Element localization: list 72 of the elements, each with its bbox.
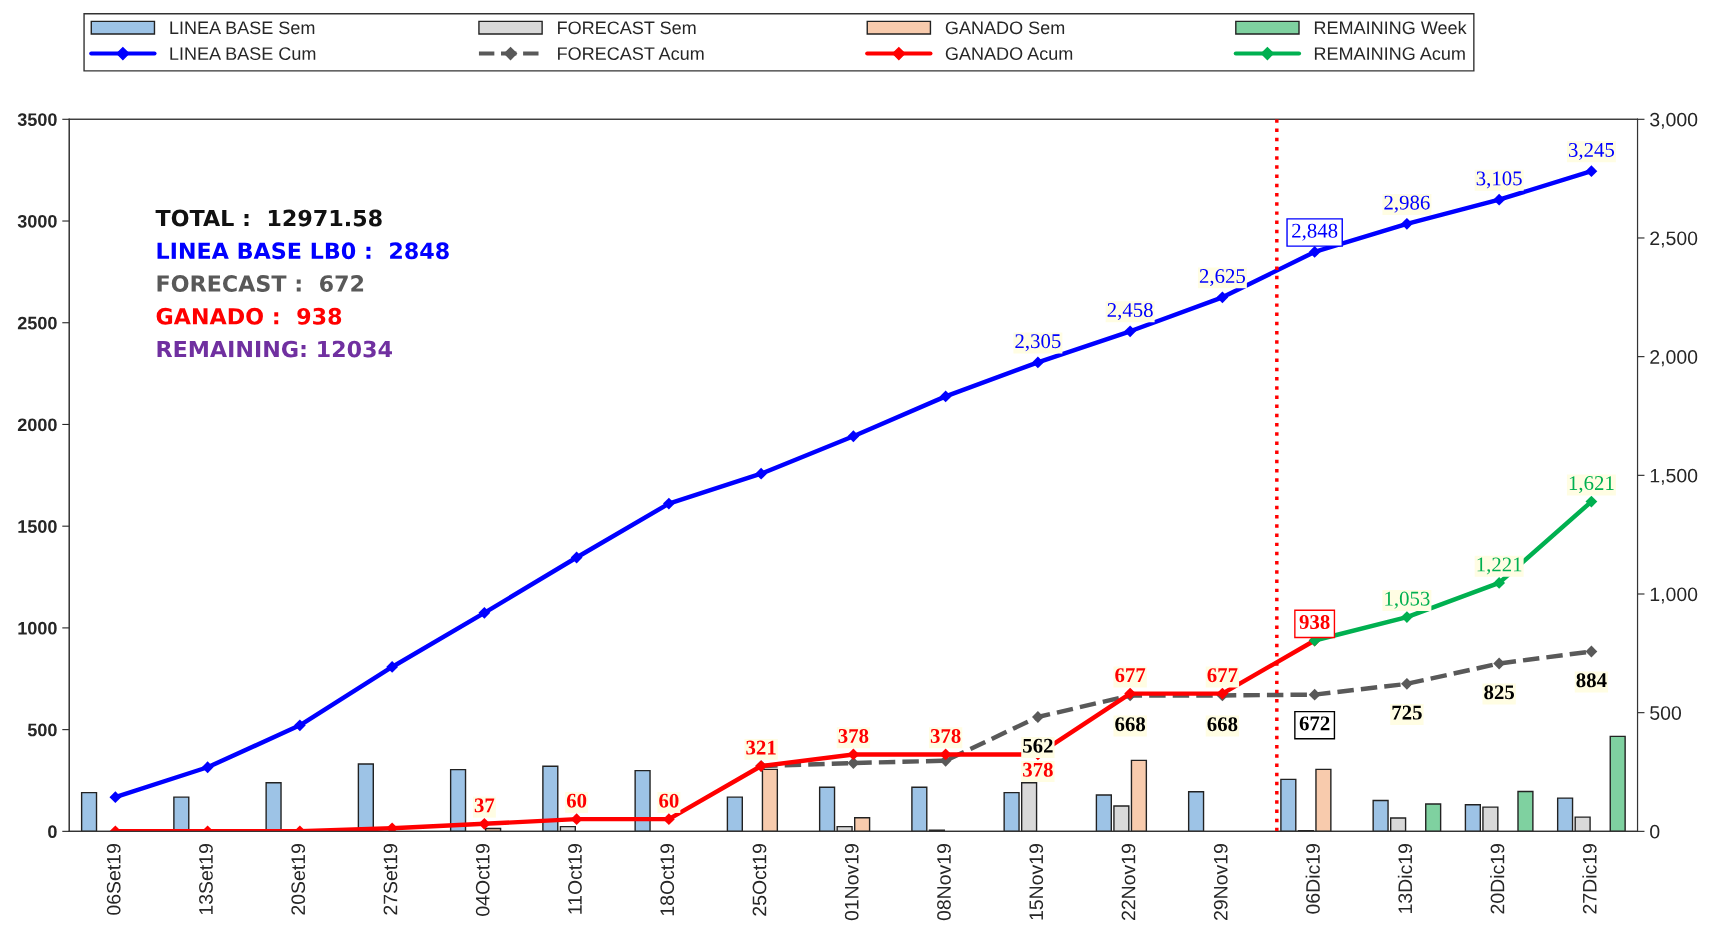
legend-label: GANADO Acum xyxy=(945,47,1073,61)
y2-tick-label: 1,500 xyxy=(1650,468,1698,485)
annotation: GANADO : 938 xyxy=(156,307,342,325)
data-label: 677 xyxy=(1115,668,1146,683)
y-tick-label: 2500 xyxy=(17,316,57,330)
x-tick-label: 20Dic19 xyxy=(1490,844,1505,914)
legend-label: REMAINING Week xyxy=(1314,20,1467,35)
annotation: TOTAL : 12971.58 xyxy=(155,209,382,227)
y-tick-label: 0 xyxy=(48,825,57,839)
y2-tick-label: 500 xyxy=(1650,706,1682,720)
y-tick-label: 3500 xyxy=(17,113,57,127)
data-label: 378 xyxy=(930,728,961,743)
x-tick-label: 15Nov19 xyxy=(1029,844,1044,920)
x-tick-label: 11Oct19 xyxy=(568,844,582,914)
data-label: 562 xyxy=(1023,738,1053,753)
data-label: 1,621 xyxy=(1569,476,1614,494)
legend-label: REMAINING Acum xyxy=(1314,47,1465,61)
x-tick-label: 08Nov19 xyxy=(937,844,951,921)
y2-tick-label: 3,000 xyxy=(1650,112,1698,129)
data-label: 1,053 xyxy=(1385,591,1430,609)
data-label: 321 xyxy=(746,740,776,755)
x-tick-label: 22Nov19 xyxy=(1121,844,1136,920)
data-label: 825 xyxy=(1484,685,1515,700)
data-label: 668 xyxy=(1207,717,1238,732)
x-tick-label: 04Oct19 xyxy=(475,844,490,916)
legend-label: GANADO Sem xyxy=(945,21,1065,35)
x-tick-label: 29Nov19 xyxy=(1213,844,1228,920)
data-label: 378 xyxy=(1023,762,1053,777)
x-tick-label: 20Set19 xyxy=(291,844,306,915)
y-tick-label: 3000 xyxy=(17,214,57,228)
y-tick-label: 1000 xyxy=(18,621,57,635)
data-label: 668 xyxy=(1115,717,1146,732)
data-label: 672 xyxy=(1299,716,1330,731)
x-tick-label: 01Nov19 xyxy=(844,844,859,921)
y2-tick-label: 2,500 xyxy=(1650,231,1698,248)
y-tick-label: 500 xyxy=(27,723,57,737)
x-tick-label: 25Oct19 xyxy=(752,844,767,916)
data-label: 378 xyxy=(838,728,869,743)
data-label: 2,848 xyxy=(1292,223,1338,241)
data-label: 60 xyxy=(659,793,679,808)
annotation: REMAINING: 12034 xyxy=(157,340,392,358)
y2-tick-label: 1,000 xyxy=(1650,587,1698,604)
data-label: 2,986 xyxy=(1384,195,1430,213)
data-label: 2,305 xyxy=(1015,334,1061,352)
x-tick-label: 27Set19 xyxy=(383,844,398,915)
x-tick-label: 06Dic19 xyxy=(1305,844,1320,914)
data-label: 3,105 xyxy=(1476,171,1522,189)
x-tick-label: 13Set19 xyxy=(199,844,213,915)
x-tick-label: 13Dic19 xyxy=(1397,844,1413,913)
data-label: 60 xyxy=(566,793,587,808)
data-label: 677 xyxy=(1207,668,1238,683)
data-label: 2,625 xyxy=(1199,269,1246,287)
data-label: 1,221 xyxy=(1477,557,1522,575)
x-tick-label: 27Dic19 xyxy=(1582,844,1597,914)
y2-tick-label: 0 xyxy=(1650,824,1660,839)
data-label: 725 xyxy=(1392,705,1422,720)
data-label: 2,458 xyxy=(1107,302,1153,321)
data-label: 884 xyxy=(1576,673,1607,688)
data-label: 37 xyxy=(474,798,495,813)
x-tick-label: 18Oct19 xyxy=(660,844,675,916)
legend-label: LINEA BASE Sem xyxy=(170,21,315,35)
data-label: 3,245 xyxy=(1568,142,1615,160)
legend-label: FORECAST Acum xyxy=(558,47,704,61)
y-tick-label: 2000 xyxy=(17,418,57,432)
annotation: FORECAST : 672 xyxy=(157,275,364,292)
y-tick-label: 1500 xyxy=(18,520,57,533)
x-tick-label: 06Set19 xyxy=(106,844,121,915)
legend-label: FORECAST Sem xyxy=(558,21,696,35)
legend-label: LINEA BASE Cum xyxy=(170,47,316,61)
data-label: 938 xyxy=(1299,615,1330,630)
y2-tick-label: 2,000 xyxy=(1650,350,1698,367)
annotation: LINEA BASE LB0 : 2848 xyxy=(157,242,449,260)
